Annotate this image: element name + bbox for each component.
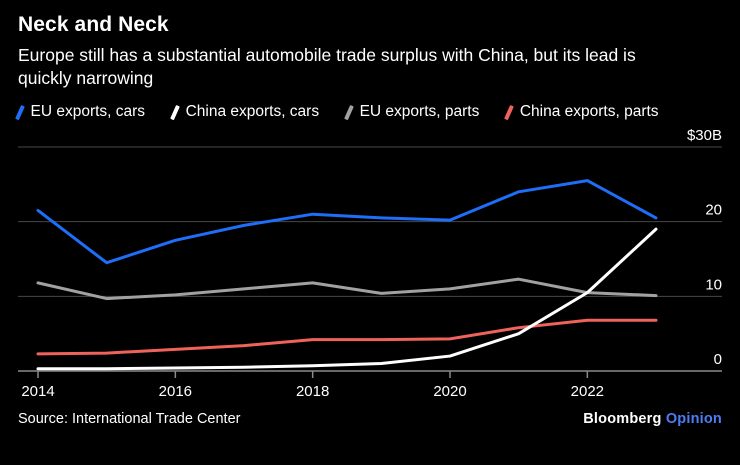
svg-text:2020: 2020 bbox=[433, 383, 466, 400]
legend: EU exports, cars China exports, cars EU … bbox=[15, 103, 722, 121]
source-credit: Source: International Trade Center bbox=[18, 411, 241, 428]
svg-text:2018: 2018 bbox=[296, 383, 329, 400]
legend-item-china-cars: China exports, cars bbox=[170, 103, 320, 121]
chart-subtitle: Europe still has a substantial automobil… bbox=[18, 45, 636, 89]
legend-item-label: EU exports, cars bbox=[30, 103, 146, 121]
legend-item-eu-cars: EU exports, cars bbox=[15, 103, 146, 121]
svg-text:20: 20 bbox=[705, 202, 722, 219]
legend-item-label: China exports, parts bbox=[519, 103, 659, 121]
line-swatch-icon bbox=[15, 104, 25, 120]
chart-title: Neck and Neck bbox=[18, 13, 169, 36]
line-swatch-icon bbox=[170, 104, 180, 120]
svg-text:2022: 2022 bbox=[571, 383, 604, 400]
legend-item-label: China exports, cars bbox=[185, 103, 320, 121]
line-swatch-icon bbox=[504, 104, 514, 120]
line-chart: $30B 20 10 0 2014 2016 2018 2020 2022 bbox=[18, 127, 722, 400]
brand-suffix: Opinion bbox=[665, 411, 722, 428]
svg-text:2016: 2016 bbox=[159, 383, 192, 400]
bloomberg-opinion-logo: Bloomberg Opinion bbox=[583, 411, 722, 427]
svg-text:$30B: $30B bbox=[687, 127, 722, 144]
legend-item-eu-parts: EU exports, parts bbox=[344, 103, 480, 121]
line-swatch-icon bbox=[344, 104, 354, 120]
svg-text:0: 0 bbox=[714, 351, 722, 368]
legend-item-label: EU exports, parts bbox=[359, 103, 480, 121]
legend-item-china-parts: China exports, parts bbox=[504, 103, 659, 121]
svg-text:2014: 2014 bbox=[21, 383, 54, 400]
brand-name: Bloomberg bbox=[583, 411, 662, 428]
footer: Source: International Trade Center Bloom… bbox=[0, 411, 740, 427]
svg-text:10: 10 bbox=[705, 277, 722, 294]
